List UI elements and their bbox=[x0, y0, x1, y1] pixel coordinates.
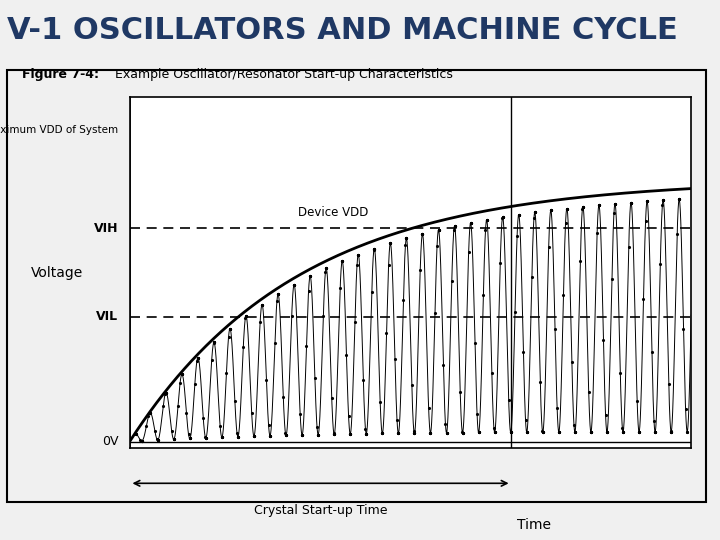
Text: V-1 OSCILLATORS AND MACHINE CYCLE: V-1 OSCILLATORS AND MACHINE CYCLE bbox=[7, 16, 678, 45]
Text: Figure 7-4:: Figure 7-4: bbox=[22, 68, 99, 82]
Text: Example Oscillator/Resonator Start-up Characteristics: Example Oscillator/Resonator Start-up Ch… bbox=[115, 68, 453, 82]
Text: 0V: 0V bbox=[102, 435, 118, 448]
Text: Voltage: Voltage bbox=[30, 266, 83, 280]
Text: Device VDD: Device VDD bbox=[298, 206, 369, 219]
Text: Maximum VDD of System: Maximum VDD of System bbox=[0, 125, 118, 135]
Text: VIL: VIL bbox=[96, 310, 118, 323]
Text: VIH: VIH bbox=[94, 222, 118, 235]
Text: Crystal Start-up Time: Crystal Start-up Time bbox=[253, 504, 387, 517]
Text: Time: Time bbox=[517, 518, 551, 532]
